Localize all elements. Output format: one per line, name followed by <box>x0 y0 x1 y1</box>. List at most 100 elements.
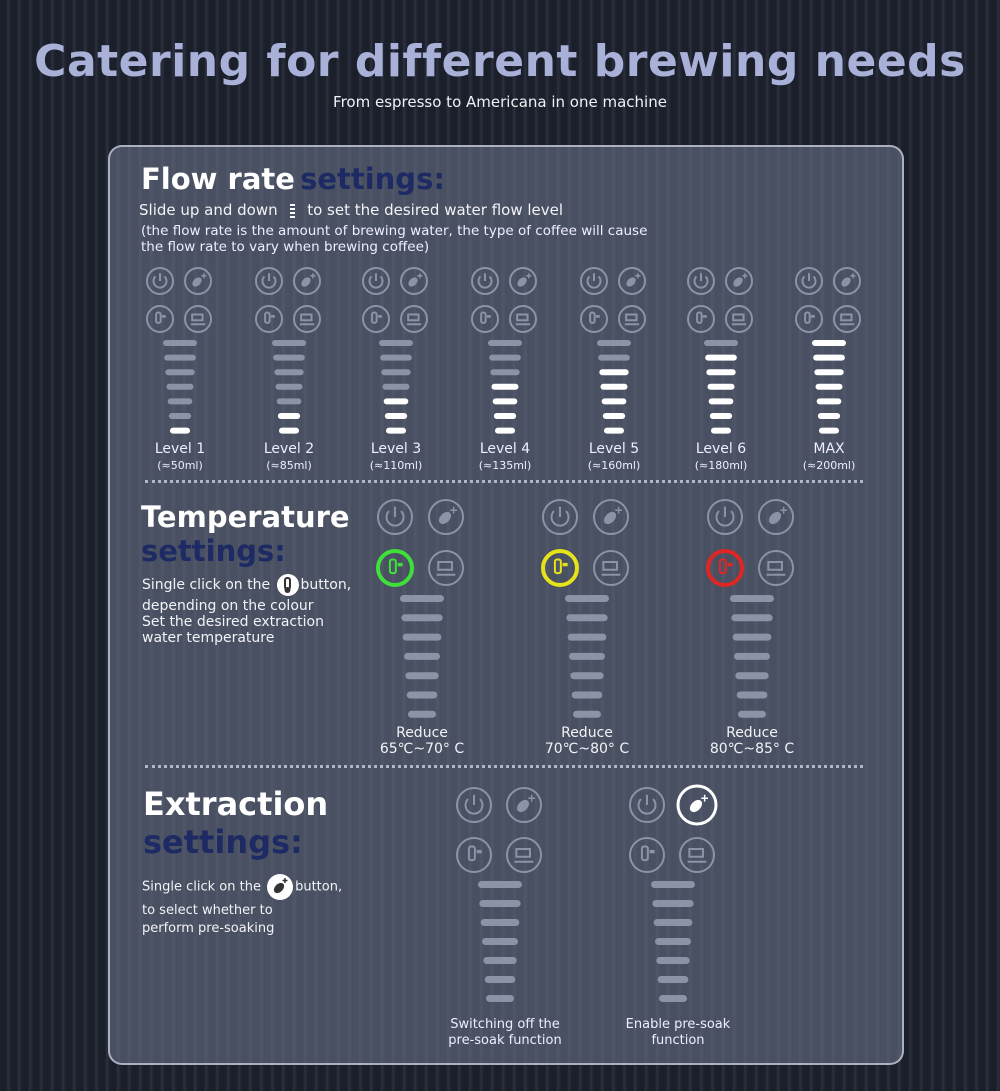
level-volume: (≈200ml) <box>802 459 856 472</box>
bar <box>405 672 439 680</box>
button <box>629 787 665 823</box>
bean-glyph <box>438 511 452 525</box>
button <box>629 837 665 873</box>
button-cluster <box>629 784 718 873</box>
bar <box>273 354 305 361</box>
bean-glyph <box>841 277 851 287</box>
bar <box>382 383 410 390</box>
thermo-glyph <box>371 311 378 324</box>
desc-line: to select whether to <box>142 903 273 918</box>
bar <box>738 710 766 718</box>
bar <box>167 398 193 405</box>
plus-glyph <box>201 273 207 279</box>
button <box>456 787 492 823</box>
button-cluster <box>795 267 861 333</box>
button <box>146 267 174 295</box>
note-line: (the flow rate is the amount of brewing … <box>141 223 648 239</box>
button <box>146 305 174 333</box>
power-glyph <box>693 275 709 289</box>
button <box>725 305 753 333</box>
bar-lit <box>383 398 409 405</box>
note-line: the flow rate to vary when brewing coffe… <box>141 239 430 255</box>
bar-lit <box>816 398 842 405</box>
slider-icon <box>290 203 296 218</box>
button <box>456 837 492 873</box>
desc-line: water temperature <box>142 630 275 646</box>
bar <box>567 633 607 641</box>
thermo-glyph <box>480 311 487 324</box>
bar <box>401 614 443 622</box>
level-volume: (≈160ml) <box>587 459 641 472</box>
bar-lit <box>815 383 843 390</box>
bar <box>275 383 303 390</box>
button <box>679 837 715 873</box>
bean-glyph <box>301 277 311 287</box>
bar <box>598 354 630 361</box>
bar <box>570 672 604 680</box>
extraction-desc: Single click on the button, to select wh… <box>142 872 342 938</box>
plus-glyph <box>850 273 856 279</box>
bar <box>274 369 304 376</box>
button <box>725 267 753 295</box>
button <box>707 499 743 535</box>
button <box>593 550 629 586</box>
mode-caption: Switching off the <box>450 1017 560 1032</box>
bar <box>597 340 631 346</box>
button <box>795 267 823 295</box>
bar <box>272 340 306 346</box>
level-volume: (≈180ml) <box>694 459 748 472</box>
thermo-glyph <box>476 849 482 854</box>
cup-glyph <box>190 313 206 326</box>
button <box>184 267 212 295</box>
bar-lit <box>277 413 301 419</box>
power-glyph <box>586 275 602 289</box>
button <box>362 305 390 333</box>
mode-range: 65℃~70° C <box>379 741 465 757</box>
bar <box>165 369 195 376</box>
bar <box>736 691 768 699</box>
heading-main: Extraction <box>143 785 329 823</box>
bar <box>734 652 770 660</box>
bar <box>659 995 687 1002</box>
bar <box>656 957 690 964</box>
button-cluster <box>471 267 537 333</box>
button <box>428 499 464 535</box>
bar <box>380 354 412 361</box>
thermo-glyph <box>589 311 596 324</box>
bar <box>569 652 605 660</box>
bar <box>478 881 522 888</box>
thermo-glyph <box>718 558 727 575</box>
bar <box>486 995 514 1002</box>
bar <box>490 369 520 376</box>
button <box>509 305 537 333</box>
button-glow <box>376 549 414 587</box>
button <box>362 267 390 295</box>
button <box>593 499 629 535</box>
button <box>833 267 861 295</box>
level-label: Level 6 <box>695 441 747 457</box>
cup-glyph <box>687 848 707 863</box>
desc-text: Single click on the <box>142 577 271 593</box>
level-label: Level 5 <box>588 441 640 457</box>
bar-lit <box>708 398 734 405</box>
button <box>833 305 861 333</box>
thermo-glyph <box>696 311 703 324</box>
bar-lit <box>813 354 845 361</box>
mode-caption: function <box>651 1033 705 1048</box>
cup-glyph <box>601 561 621 576</box>
level-volume: (≈85ml) <box>266 459 312 472</box>
bar-lit <box>814 369 844 376</box>
mode-label: Reduce <box>726 725 778 741</box>
bar <box>730 595 774 602</box>
plus-glyph <box>450 506 458 514</box>
button-cluster <box>456 787 542 873</box>
button-cluster <box>146 267 212 333</box>
page-title: Catering for different brewing needs <box>34 36 966 87</box>
bar <box>406 691 438 699</box>
button <box>471 305 499 333</box>
bar-lit <box>706 369 736 376</box>
power-glyph <box>152 275 168 289</box>
bean-glyph <box>733 277 743 287</box>
